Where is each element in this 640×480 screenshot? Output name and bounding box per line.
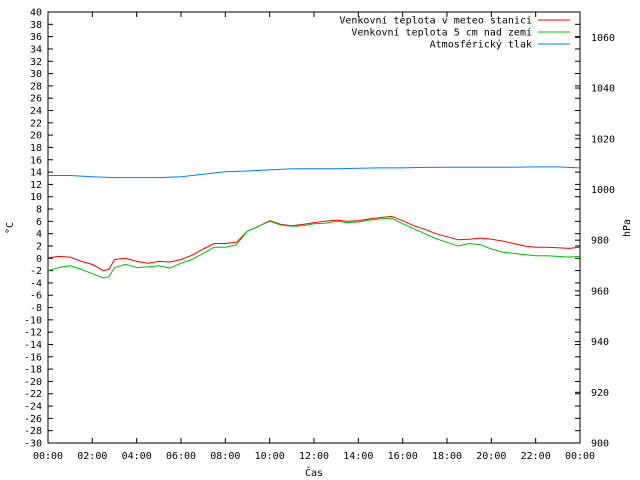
y-tick-label: -4 xyxy=(30,278,42,289)
y-tick-label: 40 xyxy=(30,8,42,19)
y2-tick-label: 1060 xyxy=(591,33,615,44)
y-tick-label: 0 xyxy=(36,254,42,265)
y2-tick-label: 960 xyxy=(591,286,609,297)
y-tick-label: -22 xyxy=(24,389,42,400)
y-tick-label: -16 xyxy=(24,352,42,363)
y-tick-label: -2 xyxy=(30,266,42,277)
y-tick-label: 20 xyxy=(30,131,42,142)
legend-label-3: Atmosférický tlak xyxy=(430,39,532,51)
y-tick-label: 14 xyxy=(30,168,42,179)
series-line-3 xyxy=(48,166,581,179)
y2-tick-label: 980 xyxy=(591,236,609,247)
y-tick-label: 16 xyxy=(30,155,42,166)
y-tick-label: 4 xyxy=(36,229,42,240)
plot-frame xyxy=(47,11,581,444)
x-tick-label: 18:00 xyxy=(432,451,462,462)
x-axis: 00:00 02:00 04:00 06:00 08:00 10:00 12:00 14:00… xyxy=(33,12,595,462)
y-tick-label: -28 xyxy=(24,426,42,437)
y-tick-label: 24 xyxy=(30,106,42,117)
y2-axis-label: hPa xyxy=(622,219,633,237)
y-tick-label: 26 xyxy=(30,94,42,105)
y-tick-label: 18 xyxy=(30,143,42,154)
x-tick-label: 00:00 xyxy=(565,451,595,462)
legend: Venkovní teplota v meteo staniciVenkovní… xyxy=(339,15,570,51)
y-tick-label: 30 xyxy=(30,69,42,80)
x-tick-label: 22:00 xyxy=(521,451,551,462)
y-tick-label: 22 xyxy=(30,118,42,129)
series-line-1 xyxy=(47,215,581,272)
legend-label-2: Venkovní teplota 5 cm nad zemí xyxy=(351,27,532,39)
x-tick-label: 02:00 xyxy=(77,451,107,462)
y-tick-label: -8 xyxy=(30,303,42,314)
y2-tick-label: 1000 xyxy=(591,185,615,196)
x-axis-label: Čas xyxy=(305,466,323,479)
y-tick-label: 28 xyxy=(30,81,42,92)
y-axis: -30-28-26-24-22-20-18-16-14-12-10-8-6-4-… xyxy=(24,8,580,450)
y2-tick-label: 920 xyxy=(591,388,609,399)
x-tick-label: 10:00 xyxy=(255,451,285,462)
x-tick-label: 12:00 xyxy=(299,451,329,462)
y-tick-label: -30 xyxy=(24,439,42,450)
legend-label-1: Venkovní teplota v meteo stanici xyxy=(339,15,532,27)
x-tick-label: 14:00 xyxy=(343,451,373,462)
y-tick-label: 12 xyxy=(30,180,42,191)
y-tick-label: 8 xyxy=(36,205,42,216)
y-tick-label: 34 xyxy=(30,44,42,55)
series-group xyxy=(47,166,581,279)
y-tick-label: -24 xyxy=(24,402,42,413)
y-tick-label: -10 xyxy=(24,315,42,326)
series-line-2 xyxy=(47,217,581,279)
y2-tick-label: 1020 xyxy=(591,134,615,145)
x-tick-label: 04:00 xyxy=(122,451,152,462)
y-tick-label: 10 xyxy=(30,192,42,203)
y-tick-label: -26 xyxy=(24,414,42,425)
y-tick-label: 36 xyxy=(30,32,42,43)
y2-tick-label: 1040 xyxy=(591,84,615,95)
x-tick-label: 08:00 xyxy=(210,451,240,462)
y-tick-label: 32 xyxy=(30,57,42,68)
y-tick-label: 38 xyxy=(30,20,42,31)
x-tick-label: 20:00 xyxy=(476,451,506,462)
y-tick-label: -18 xyxy=(24,365,42,376)
y2-tick-label: 900 xyxy=(591,439,609,450)
x-tick-label: 16:00 xyxy=(388,451,418,462)
x-tick-label: 00:00 xyxy=(33,451,63,462)
y-axis-label: °C xyxy=(5,222,16,234)
y-tick-label: -20 xyxy=(24,377,42,388)
y2-tick-label: 940 xyxy=(591,337,609,348)
y2-axis: 900 920 940 960 980 1000 1020 1040 1060 xyxy=(575,33,615,450)
y-tick-label: -14 xyxy=(24,340,42,351)
y-tick-label: -6 xyxy=(30,291,42,302)
y-tick-label: 2 xyxy=(36,241,42,252)
y-tick-label: -12 xyxy=(24,328,42,339)
x-tick-label: 06:00 xyxy=(166,451,196,462)
y-tick-label: 6 xyxy=(36,217,42,228)
